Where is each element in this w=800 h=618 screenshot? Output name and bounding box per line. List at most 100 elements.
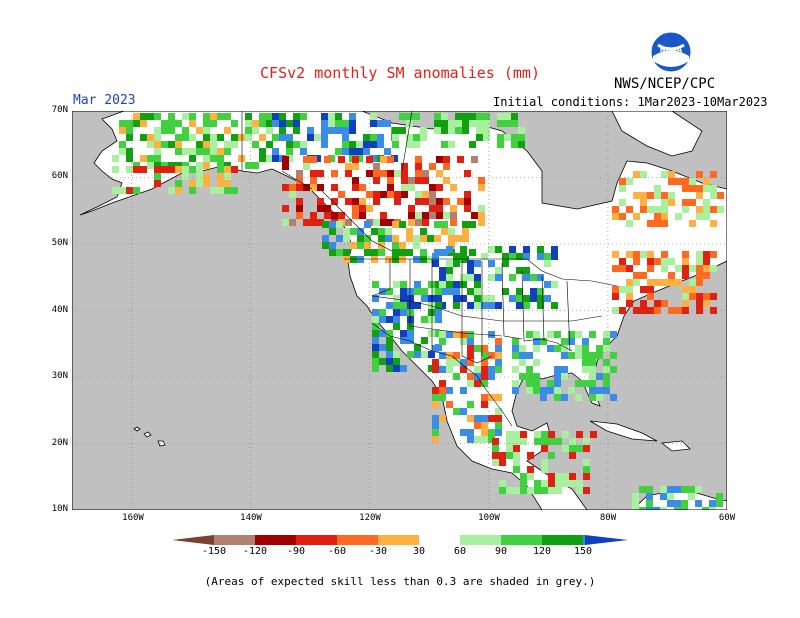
- anomaly-cell: [140, 134, 147, 141]
- anomaly-cell: [526, 380, 533, 387]
- anomaly-cell: [393, 358, 400, 365]
- anomaly-cell: [328, 155, 335, 162]
- anomaly-cell: [603, 338, 610, 345]
- anomaly-cell: [675, 279, 682, 286]
- anomaly-cell: [189, 166, 196, 173]
- anomaly-cell: [661, 251, 668, 258]
- anomaly-cell: [646, 507, 653, 510]
- anomaly-cell: [495, 274, 502, 281]
- anomaly-cell: [495, 359, 502, 366]
- anomaly-cell: [632, 507, 639, 510]
- anomaly-cell: [436, 205, 443, 212]
- legend-label-1: -150: [201, 546, 227, 557]
- lat-tick-50n: 50N: [51, 238, 68, 248]
- anomaly-cell: [647, 192, 654, 199]
- anomaly-cell: [386, 344, 393, 351]
- anomaly-cell: [610, 352, 617, 359]
- anomaly-cell: [372, 295, 379, 302]
- anomaly-cell: [203, 127, 210, 134]
- anomaly-cell: [413, 256, 420, 263]
- anomaly-cell: [474, 302, 481, 309]
- anomaly-cell: [379, 309, 386, 316]
- anomaly-cell: [520, 487, 527, 494]
- anomaly-cell: [338, 156, 345, 163]
- anomaly-cell: [561, 373, 568, 380]
- anomaly-cell: [460, 331, 467, 338]
- anomaly-cell: [455, 127, 462, 134]
- anomaly-cell: [544, 260, 551, 267]
- anomaly-cell: [471, 156, 478, 163]
- anomaly-cell: [324, 205, 331, 212]
- anomaly-cell: [710, 206, 717, 213]
- anomaly-cell: [576, 480, 583, 487]
- legend-arrow-high: [585, 535, 628, 545]
- anomaly-cell: [435, 330, 442, 337]
- anomaly-cell: [439, 415, 446, 422]
- anomaly-cell: [272, 120, 279, 127]
- anomaly-cell: [548, 487, 555, 494]
- anomaly-cell: [603, 373, 610, 380]
- anomaly-cell: [509, 246, 516, 253]
- anomaly-cell: [448, 228, 455, 235]
- anomaly-cell: [401, 177, 408, 184]
- anomaly-cell: [453, 373, 460, 380]
- anomaly-cell: [561, 394, 568, 401]
- anomaly-cell: [603, 359, 610, 366]
- anomaly-cell: [502, 260, 509, 267]
- anomaly-cell: [492, 445, 499, 452]
- anomaly-cell: [661, 265, 668, 272]
- anomaly-cell: [400, 330, 407, 337]
- anomaly-cell: [441, 249, 448, 256]
- anomaly-cell: [668, 307, 675, 314]
- anomaly-cell: [126, 127, 133, 134]
- anomaly-cell: [467, 260, 474, 267]
- anomaly-cell: [467, 352, 474, 359]
- anomaly-cell: [583, 459, 590, 466]
- anomaly-cell: [562, 480, 569, 487]
- anomaly-cell: [415, 191, 422, 198]
- anomaly-cell: [460, 295, 467, 302]
- anomaly-cell: [667, 500, 674, 507]
- anomaly-cell: [516, 267, 523, 274]
- anomaly-cell: [682, 206, 689, 213]
- anomaly-cell: [400, 302, 407, 309]
- anomaly-cell: [401, 184, 408, 191]
- anomaly-cell: [481, 373, 488, 380]
- anomaly-cell: [612, 307, 619, 314]
- noaa-logo-text: NOAA: [660, 46, 683, 54]
- anomaly-cell: [467, 345, 474, 352]
- anomaly-cell: [168, 166, 175, 173]
- anomaly-cell: [196, 166, 203, 173]
- anomaly-cell: [300, 113, 307, 120]
- anomaly-cell: [414, 302, 421, 309]
- anomaly-cell: [414, 281, 421, 288]
- anomaly-cell: [474, 366, 481, 373]
- anomaly-cell: [154, 166, 161, 173]
- anomaly-cell: [406, 228, 413, 235]
- anomaly-cell: [224, 187, 231, 194]
- anomaly-cell: [429, 191, 436, 198]
- anomaly-cell: [429, 163, 436, 170]
- agency-label: NWS/NCEP/CPC: [614, 76, 716, 92]
- anomaly-cell: [478, 219, 485, 226]
- anomaly-cell: [428, 351, 435, 358]
- anomaly-cell: [414, 351, 421, 358]
- anomaly-cell: [660, 486, 667, 493]
- anomaly-cell: [453, 352, 460, 359]
- anomaly-cell: [293, 113, 300, 120]
- anomaly-cell: [331, 198, 338, 205]
- anomaly-cell: [154, 127, 161, 134]
- anomaly-cell: [633, 279, 640, 286]
- anomaly-cell: [469, 221, 476, 228]
- legend-swatch-6: [419, 535, 460, 545]
- anomaly-cell: [364, 249, 371, 256]
- anomaly-cell: [407, 351, 414, 358]
- anomaly-cell: [511, 134, 518, 141]
- anomaly-cell: [661, 279, 668, 286]
- anomaly-cell: [400, 281, 407, 288]
- anomaly-cell: [582, 352, 589, 359]
- anomaly-cell: [513, 466, 520, 473]
- anomaly-cell: [441, 120, 448, 127]
- anomaly-cell: [457, 198, 464, 205]
- anomaly-cell: [168, 127, 175, 134]
